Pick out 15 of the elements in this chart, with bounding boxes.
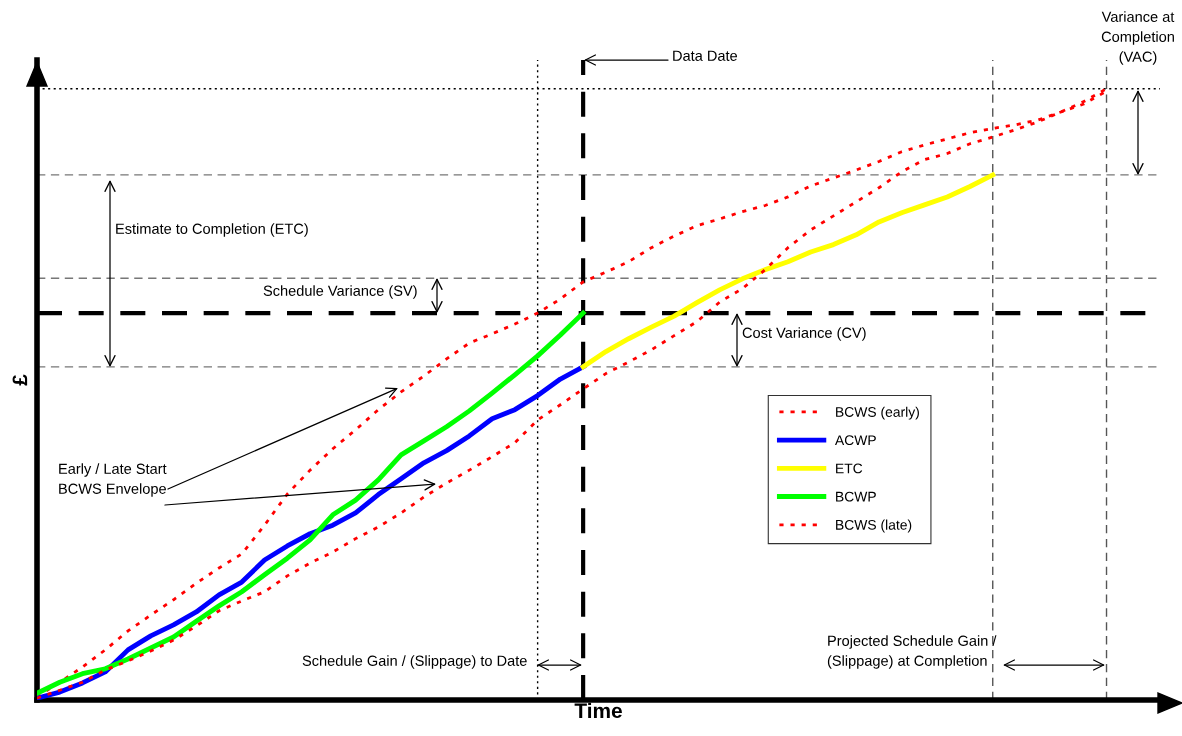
legend-label: BCWP [836, 491, 876, 502]
legend-label: BCWS (early) [836, 406, 919, 420]
annotation: Projected Schedule Gain / (Slippage) at Completion [827, 635, 997, 669]
y-axis-title: £ [12, 374, 28, 386]
annotation: Schedule Variance (SV) [263, 285, 417, 299]
annotation: Cost Variance (CV) [742, 327, 866, 341]
legend-label: ACWP [834, 435, 876, 446]
text: Variance at Completion (VAC) [1101, 11, 1175, 65]
legend-label: BCWS (late) [836, 519, 912, 533]
annotation: Estimate to Completion (ETC) [116, 223, 308, 237]
annotation: Early / Late Start BCWS Envelope [59, 463, 167, 497]
text: Data Date [673, 50, 738, 61]
annotation: Schedule Gain / (Slippage) to Date [302, 655, 527, 669]
legend-label: ETC [836, 463, 863, 474]
x-axis-title: Time [574, 702, 622, 719]
